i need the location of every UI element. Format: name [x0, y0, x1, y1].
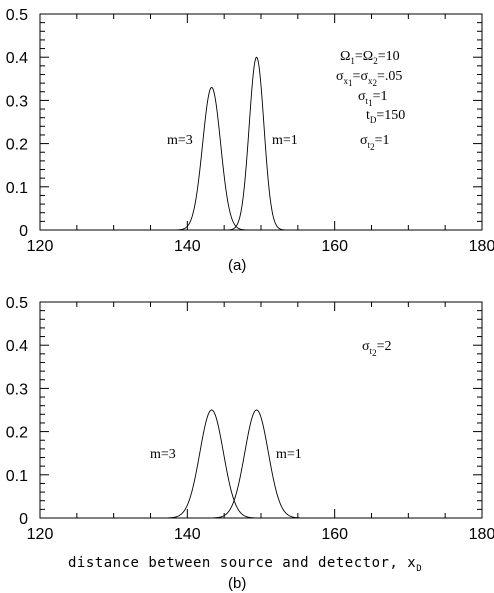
panel-a-series-label-m3: m=3 [167, 133, 193, 148]
panel-a-series-label-m1: m=1 [272, 133, 298, 148]
panel-a-ytick-label: 0.4 [6, 50, 28, 67]
panel-a-label: (a) [228, 257, 246, 274]
panel-b-series-label-m1: m=1 [276, 447, 302, 462]
panel-b-xlabel: distance between source and detector, xD [68, 555, 422, 574]
panel-a-annotation-omega: Ω1=Ω2=10 [340, 49, 400, 66]
panel-b-xtick-label: 140 [174, 526, 201, 543]
panel-b-xtick-label: 120 [27, 526, 54, 543]
panel-a-frame [39, 13, 483, 231]
panel-a-ytick-label: 0.5 [6, 7, 28, 24]
panel-b-annotation-sigmat2: σt2=2 [362, 339, 391, 358]
panel-a-annotation-sigmat2: σt2=1 [360, 133, 389, 152]
panel-a-xtick-label: 140 [174, 238, 201, 255]
panel-b-frame [39, 301, 483, 519]
panel-a-ytick-label: 0.2 [6, 137, 28, 154]
panel-a-series-m3-curve [170, 86, 253, 231]
panel-b-ytick-label: 0.3 [6, 381, 28, 398]
panel-a-annotation-tD: tD=150 [366, 108, 405, 125]
panel-a-xtick-label: 120 [27, 238, 54, 255]
panel-b-xtick-label: 180 [469, 526, 494, 543]
panel-b-ytick-label: 0.2 [6, 425, 28, 442]
panel-b-label: (b) [228, 575, 246, 592]
panel-b: 120 140 160 180 0 0.1 0.2 0.3 0.4 0.5 m=3 m=1 σt2… [6, 295, 494, 592]
panel-a: 120 140 160 180 0 0.1 0.2 0.3 0.4 0.5 m=3 m=1 Ω1=… [6, 7, 494, 274]
panel-a-annotation-sigmat1: σt1=1 [358, 89, 387, 108]
panel-b-xtick-label: 160 [321, 526, 348, 543]
panel-b-ytick-label: 0.5 [6, 295, 28, 312]
panel-a-xtick-label: 160 [321, 238, 348, 255]
panel-a-ytick-label: 0.1 [6, 180, 28, 197]
panel-b-ytick-label: 0.1 [6, 468, 28, 485]
panel-b-ytick-label: 0 [19, 511, 28, 528]
panel-b-series-m3-curve [157, 409, 266, 519]
panel-b-ytick-label: 0.4 [6, 338, 28, 355]
panel-a-series-m1-curve [222, 56, 291, 231]
panel-a-ytick-label: 0.3 [6, 93, 28, 110]
panel-a-xtick-label: 180 [469, 238, 494, 255]
panel-b-series-label-m3: m=3 [150, 447, 176, 462]
panel-b-series-m1-curve [202, 409, 311, 519]
panel-a-annotation-sigmax: σx1=σx2=.05 [336, 69, 402, 88]
panel-a-ytick-label: 0 [19, 223, 28, 240]
